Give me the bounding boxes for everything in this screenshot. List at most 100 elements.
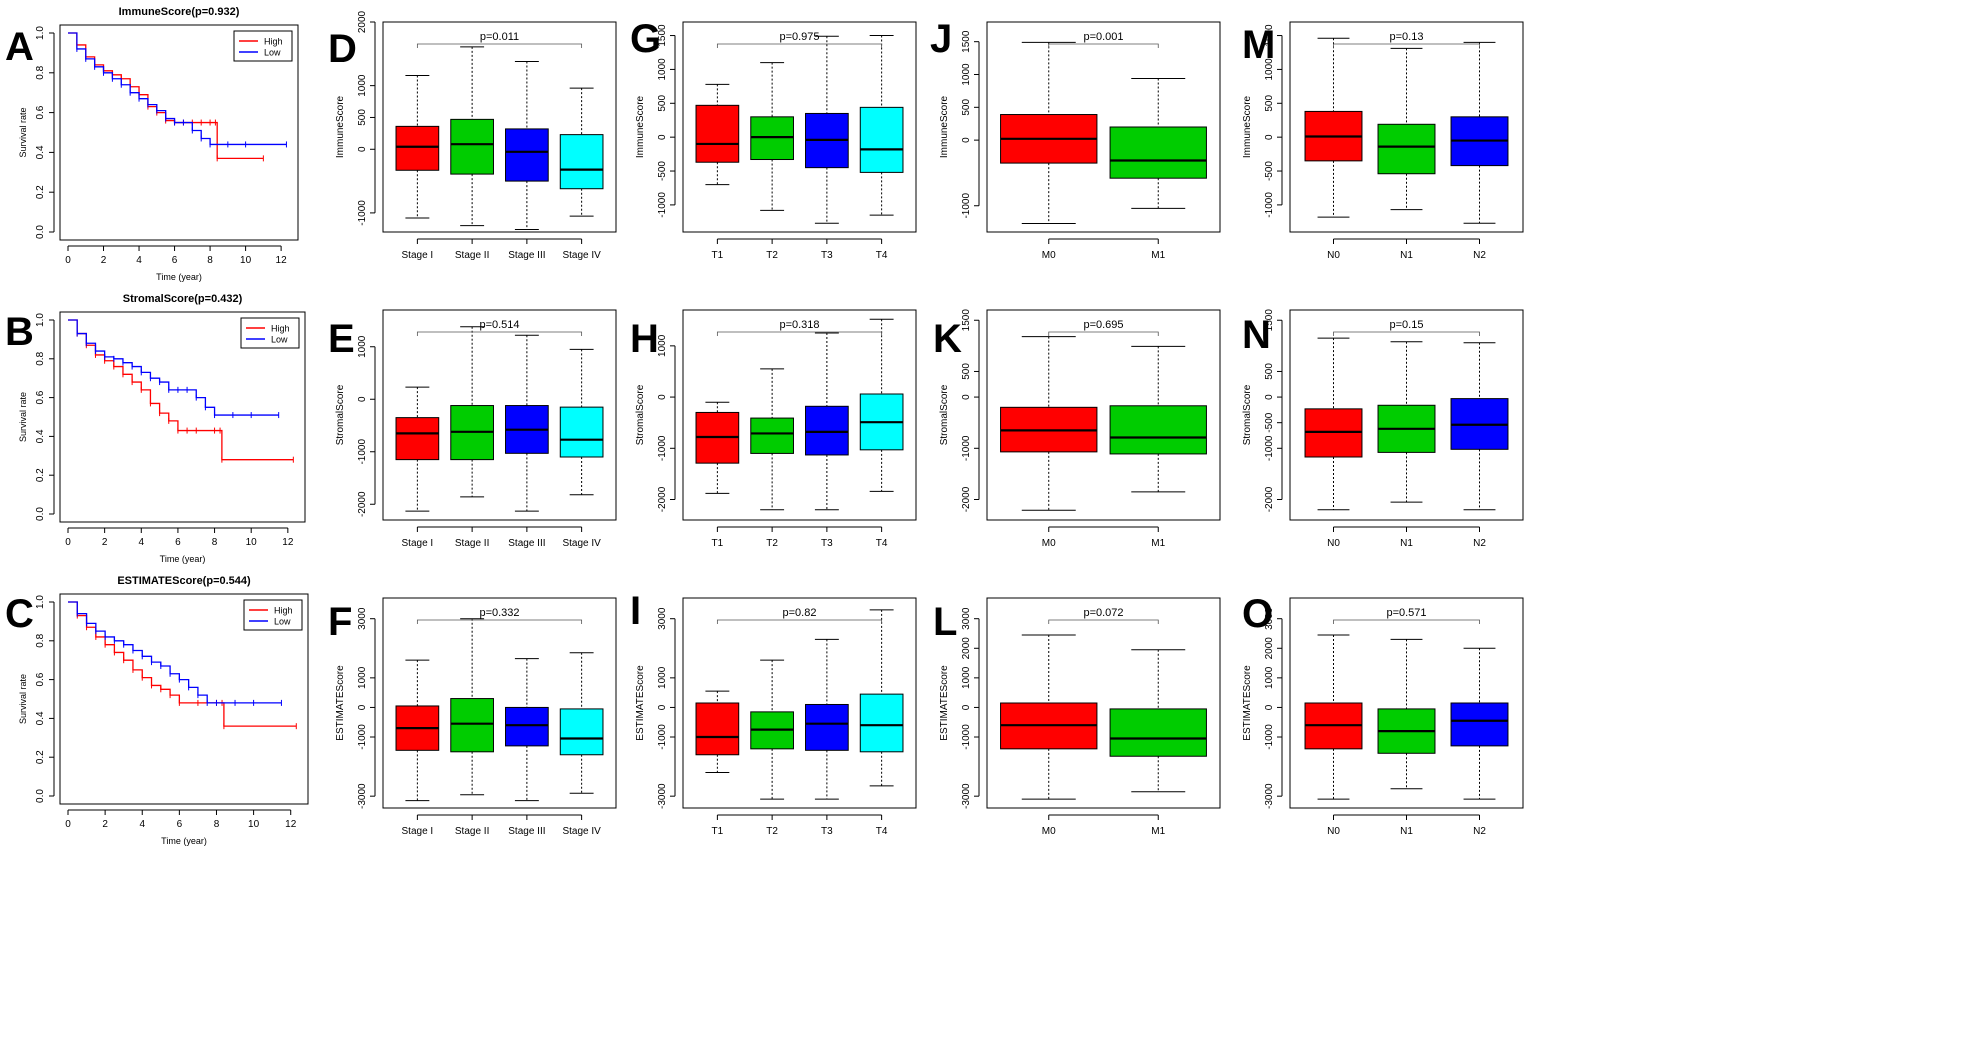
significance-bracket xyxy=(416,43,583,48)
x-tick-label: N1 xyxy=(1400,826,1413,837)
x-tick-label: N0 xyxy=(1327,826,1340,837)
box-stage-iv xyxy=(559,134,604,190)
panel-letter: O xyxy=(1242,592,1273,636)
y-tick-label: 0.2 xyxy=(35,468,46,482)
x-tick-label: T2 xyxy=(766,250,778,261)
x-axis-label: Time (year) xyxy=(156,272,202,282)
y-tick-label: 1000 xyxy=(657,334,668,357)
y-tick-label: 500 xyxy=(357,109,368,126)
box-panel-m: M -1000 -500 0 500 1000 1500 ImmuneScore N0 N1 N2 p… xyxy=(1242,21,1524,261)
y-tick-label: 0 xyxy=(961,704,972,710)
x-tick-label: N0 xyxy=(1327,538,1340,549)
box-m1 xyxy=(1109,708,1207,757)
y-tick-label: 2000 xyxy=(1264,637,1275,660)
y-axis-label: StromalScore xyxy=(1242,384,1253,445)
y-axis-label: StromalScore xyxy=(335,384,346,445)
x-axis-label: Time (year) xyxy=(160,554,206,564)
x-tick-label: T2 xyxy=(766,538,778,549)
y-tick-label: 1.0 xyxy=(35,595,46,609)
panel-letter: B xyxy=(5,310,34,354)
box-stage-iii xyxy=(505,706,549,747)
y-axis-label: Survival rate xyxy=(18,674,28,724)
plot-frame xyxy=(682,309,917,521)
y-axis-label: ImmuneScore xyxy=(635,95,646,158)
legend-label-low: Low xyxy=(271,335,288,345)
box-t3 xyxy=(805,703,849,751)
panel-letter: E xyxy=(328,317,355,361)
y-tick-label: 0 xyxy=(657,134,668,140)
x-tick-label: 12 xyxy=(276,255,288,266)
y-tick-label: -3000 xyxy=(961,783,972,809)
panel-letter: N xyxy=(1242,313,1271,357)
y-tick-label: 0.4 xyxy=(35,711,46,725)
box-t1 xyxy=(695,702,740,756)
plot-frame xyxy=(382,21,617,233)
y-tick-label: 3000 xyxy=(657,607,668,630)
y-axis-label: Survival rate xyxy=(18,392,28,442)
plot-frame xyxy=(59,593,309,805)
box-panel-h: H -2000 -1000 0 1000 StromalScore T1 T2 T3 T4 p=0.… xyxy=(630,309,917,549)
p-value-label: p=0.011 xyxy=(480,31,519,43)
legend-box xyxy=(243,599,303,631)
box-m1 xyxy=(1109,405,1207,455)
x-tick-label: 4 xyxy=(138,537,144,548)
y-tick-label: 2000 xyxy=(357,10,368,33)
x-tick-label: Stage III xyxy=(508,538,545,549)
box-panel-g: G -1000 -500 0 500 1000 1500 ImmuneScore T1 T2 T3 T… xyxy=(630,17,917,261)
x-tick-label: Stage III xyxy=(508,250,545,261)
y-axis-label: StromalScore xyxy=(939,384,950,445)
box-panel-l: L -3000 -1000 0 1000 2000 3000 ESTIMATEScore M0 M… xyxy=(933,597,1221,837)
box-stage-ii xyxy=(450,118,494,175)
box-stage-iv xyxy=(559,406,604,458)
y-tick-label: 1500 xyxy=(961,30,972,53)
y-tick-label: 500 xyxy=(1264,363,1275,380)
y-tick-label: 500 xyxy=(961,363,972,380)
legend-label-low: Low xyxy=(274,617,291,627)
panel-letter: K xyxy=(933,317,962,361)
x-tick-label: 10 xyxy=(248,819,260,830)
survival-curve-low xyxy=(68,319,279,416)
box-panel-i: I -3000 -1000 0 1000 3000 ESTIMATEScore T1 T2 T3 T… xyxy=(630,589,917,837)
x-tick-label: M1 xyxy=(1151,538,1165,549)
y-tick-label: -1000 xyxy=(1264,724,1275,750)
x-tick-label: N2 xyxy=(1473,250,1486,261)
y-tick-label: 0.4 xyxy=(35,145,46,159)
y-axis-label: ImmuneScore xyxy=(939,95,950,158)
y-tick-label: -1000 xyxy=(657,435,668,461)
y-tick-label: -500 xyxy=(1264,412,1275,432)
y-axis-label: ESTIMATEScore xyxy=(1242,665,1253,741)
significance-bracket xyxy=(1048,331,1159,336)
box-panel-d: D -1000 0 500 1000 2000 ImmuneScore Stage I Stag… xyxy=(328,10,617,261)
p-value-label: p=0.001 xyxy=(1083,31,1123,43)
x-tick-label: T3 xyxy=(821,250,833,261)
x-tick-label: N0 xyxy=(1327,250,1340,261)
y-tick-label: -1000 xyxy=(357,439,368,465)
box-t2 xyxy=(750,417,794,454)
x-tick-label: 8 xyxy=(207,255,213,266)
p-value-label: p=0.695 xyxy=(1083,319,1123,331)
x-tick-label: T2 xyxy=(766,826,778,837)
y-tick-label: -1000 xyxy=(657,724,668,750)
significance-bracket xyxy=(1048,43,1159,48)
panel-letter: H xyxy=(630,317,659,361)
y-tick-label: 0.2 xyxy=(35,750,46,764)
x-tick-label: Stage I xyxy=(402,250,434,261)
y-tick-label: 0.2 xyxy=(35,185,46,199)
y-tick-label: 3000 xyxy=(1264,607,1275,630)
y-tick-label: -1000 xyxy=(961,724,972,750)
significance-bracket xyxy=(1048,619,1159,624)
x-tick-label: T1 xyxy=(712,826,724,837)
x-tick-label: 0 xyxy=(65,537,71,548)
y-tick-label: 1000 xyxy=(961,666,972,689)
plot-frame xyxy=(986,309,1221,521)
chart-title: ESTIMATEScore(p=0.544) xyxy=(117,575,251,587)
x-tick-label: M0 xyxy=(1042,826,1056,837)
p-value-label: p=0.318 xyxy=(779,319,819,331)
y-tick-label: 500 xyxy=(961,99,972,116)
y-tick-label: -1000 xyxy=(657,192,668,218)
x-tick-label: Stage II xyxy=(455,538,489,549)
significance-bracket xyxy=(716,43,883,48)
box-panel-n: N -2000 -1000 -500 0 500 1500 StromalScore N0 N1 N… xyxy=(1242,309,1524,549)
y-tick-label: -1000 xyxy=(1264,192,1275,218)
